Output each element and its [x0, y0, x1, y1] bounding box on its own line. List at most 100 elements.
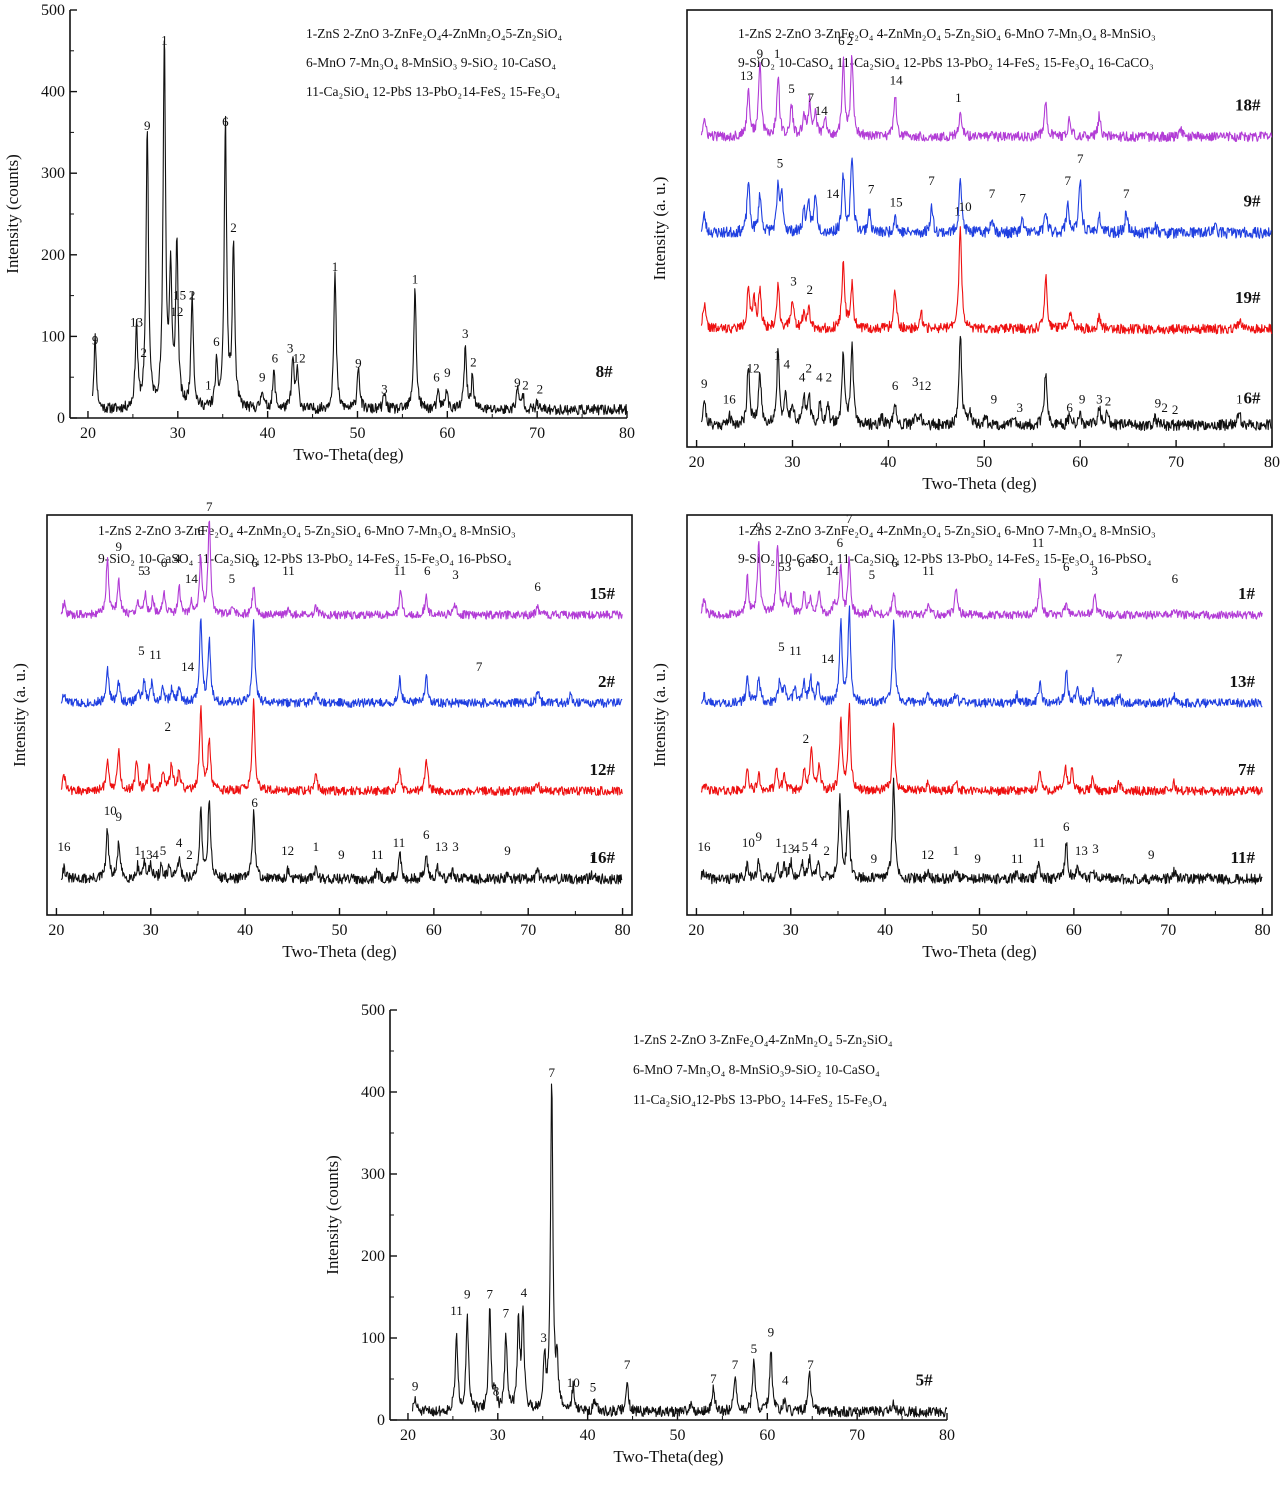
y-axis-title: Intensity (a. u.): [650, 663, 669, 767]
peak-label: 9: [768, 1324, 775, 1339]
peak-label: 12: [918, 378, 931, 393]
x-tick-label: 80: [615, 922, 631, 939]
peak-label: 16: [57, 839, 71, 854]
sample-label-16: 16#: [590, 848, 616, 867]
peak-label: 9: [464, 1287, 471, 1302]
sample-label-15: 15#: [590, 584, 616, 603]
x-tick-label: 70: [1168, 454, 1184, 471]
x-axis-title: Two-Theta(deg): [613, 1447, 723, 1466]
peak-label: 6: [891, 555, 898, 570]
peak-label: 12: [921, 847, 934, 862]
x-tick-label: 50: [669, 1427, 685, 1444]
y-tick-label: 300: [41, 165, 65, 182]
peak-label: 3: [452, 567, 459, 582]
peak-label: 6: [1066, 400, 1073, 415]
peak-label: 16: [697, 839, 711, 854]
peak-label: 3: [462, 326, 469, 341]
x-axis-title: Two-Theta (deg): [922, 942, 1036, 961]
peak-label: 14: [185, 571, 199, 586]
y-tick-label: 100: [41, 328, 65, 345]
x-tick-label: 30: [490, 1427, 506, 1444]
sample-label-12: 12#: [590, 760, 616, 779]
peak-label: 1: [412, 271, 419, 286]
peak-label: 5: [229, 571, 236, 586]
peak-label: 13: [130, 315, 143, 330]
x-tick-label: 80: [1264, 454, 1280, 471]
y-axis-title: Intensity (a. u.): [10, 663, 29, 767]
y-tick-label: 200: [41, 247, 65, 264]
x-tick-label: 80: [939, 1427, 955, 1444]
peak-label: 9: [115, 809, 122, 824]
peak-label: 6: [423, 827, 430, 842]
peak-label: 1: [332, 259, 339, 274]
phase-legend-line: 11-Ca₂SiO₄ 12-PbS 13-PbO₂14-FeS₂ 15-Fe₃O…: [306, 84, 560, 99]
peak-label: 7: [846, 511, 853, 526]
sample-label-18: 18#: [1235, 96, 1261, 115]
peak-label: 1: [205, 377, 212, 392]
peak-label: 9: [504, 843, 511, 858]
peak-label: 4: [809, 551, 816, 566]
phase-legend-line: 6-MnO 7-Mn₃O₄ 8-MnSiO₃ 9-SiO₂ 10-CaSO₄: [306, 55, 556, 70]
peak-label: 11: [371, 847, 384, 862]
xrd-chart-11-7-13-1: 20 30 40 50 60 70 80 Two-Theta (deg) Intensity (…: [650, 511, 1273, 961]
peak-label: 9: [991, 391, 998, 406]
peak-label: 4: [174, 551, 181, 566]
peak-label: 9: [115, 539, 122, 554]
x-tick-label: 50: [349, 425, 365, 442]
peak-label: 5: [138, 563, 145, 578]
peak-label: 2: [1105, 393, 1112, 408]
peak-label: 10: [959, 199, 972, 214]
peak-label: 1: [774, 348, 781, 363]
peak-label: 6: [272, 351, 279, 366]
phase-legend-line: 1-ZnS 2-ZnO 3-ZnFe₂O₄ 4-ZnMn₂O₄ 5-Zn₂SiO…: [738, 26, 1156, 41]
y-axis-title: Intensity (counts): [3, 154, 22, 273]
peak-label: 6: [198, 523, 205, 538]
peak-label: 3: [452, 839, 459, 854]
peak-label: 11: [789, 643, 802, 658]
xrd-chart-8: 20 30 40 50 60 70 80 0 100 200 300 400 500 Two-Theta(…: [3, 2, 635, 464]
peak-label: 2: [826, 369, 833, 384]
peak-label: 5: [778, 559, 785, 574]
peak-label: 6: [424, 563, 431, 578]
x-axis-title: Two-Theta (deg): [282, 942, 396, 961]
xrd-chart-5: 20 30 40 50 60 70 80 0 100 200 300 400 500 Two-Theta(…: [323, 1002, 955, 1466]
y-tick-label: 300: [361, 1166, 385, 1183]
phase-legend-line: 9-SiO₂ 10-CaSO₄ 11-Ca₂SiO₄ 12-PbS 13-PbO…: [738, 55, 1154, 70]
peak-label: 9: [144, 118, 151, 133]
peak-label: 2: [186, 847, 193, 862]
sample-label-1: 1#: [1238, 584, 1256, 603]
peak-label: 6: [837, 535, 844, 550]
phase-legend-line: 1-ZnS 2-ZnO 3-ZnFe₂O₄4-ZnMn₂O₄5-Zn₂SiO₄: [306, 26, 563, 41]
peak-label: 14: [181, 659, 195, 674]
peak-label: 1: [775, 835, 782, 850]
peak-label: 9: [701, 376, 708, 391]
y-tick-label: 400: [41, 84, 65, 101]
peak-label: 12: [747, 361, 760, 376]
chart-panel-16-12-2-15: 20 30 40 50 60 70 80 Two-Theta (deg) Intensity (…: [0, 499, 640, 990]
pattern-line-16: [60, 800, 623, 885]
peak-label: 1: [161, 32, 168, 47]
peak-label: 9: [757, 46, 764, 61]
sample-label-19: 19#: [1235, 288, 1261, 307]
chart-panel-5: 20 30 40 50 60 70 80 0 100 200 300 400 500 Two-Theta(…: [320, 1000, 960, 1490]
x-tick-label: 30: [783, 922, 799, 939]
pattern-line-6: [700, 335, 1273, 432]
y-tick-label: 0: [377, 1412, 385, 1429]
peak-label: 2: [823, 843, 830, 858]
x-axis-title: Two-Theta (deg): [922, 474, 1036, 493]
x-tick-label: 50: [332, 922, 348, 939]
peak-label: 6: [251, 555, 258, 570]
pattern-line-12: [60, 698, 623, 796]
peak-label: 9: [1148, 847, 1155, 862]
x-axis-title: Two-Theta(deg): [293, 445, 403, 464]
peak-label: 4: [793, 841, 800, 856]
pattern-line-5: [411, 1083, 948, 1418]
peak-label: 2: [140, 345, 147, 360]
peak-label: 3: [1092, 841, 1099, 856]
peak-label: 6: [433, 369, 440, 384]
peak-label: 7: [807, 90, 814, 105]
x-tick-label: 40: [260, 425, 276, 442]
peak-label: 13: [435, 839, 448, 854]
peak-label: 11: [1033, 835, 1046, 850]
peak-label: 6: [892, 378, 899, 393]
